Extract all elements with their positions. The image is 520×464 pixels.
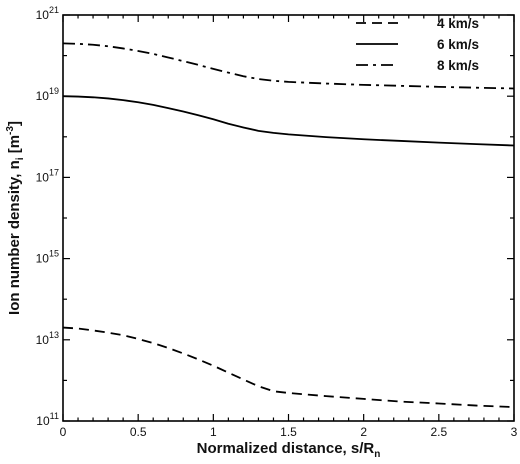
- series-line-3: [62, 42, 515, 90]
- x-tick-label: 2: [360, 425, 367, 439]
- y-axis-title-unit-superscript: -3: [5, 126, 16, 135]
- y-tick-label-base: 10: [36, 252, 50, 266]
- legend-label-2: 6 km/s: [437, 37, 479, 52]
- series-line-1: [62, 326, 515, 408]
- x-axis-ticks: 0 0.5 1 1.5 2 2.5 3: [60, 15, 518, 439]
- y-tick-label: 1017: [36, 167, 59, 184]
- y-tick-label-base: 10: [36, 333, 50, 347]
- y-tick-label-exponent: 17: [49, 167, 59, 177]
- y-tick-label-exponent: 15: [49, 249, 59, 259]
- x-axis-title-subscript: n: [374, 449, 380, 460]
- y-axis-title-subscript: i: [15, 157, 26, 160]
- x-tick-label: 3: [511, 425, 518, 439]
- x-axis-title-text: Normalized distance, s/R: [197, 440, 375, 457]
- y-tick-label-base: 10: [36, 8, 50, 22]
- series-line-2: [62, 95, 515, 147]
- plot-frame: [62, 14, 515, 422]
- y-tick-label-base: 10: [36, 170, 50, 184]
- y-tick-label: 1019: [36, 86, 59, 103]
- x-tick-label: 0.5: [130, 425, 147, 439]
- y-tick-label-exponent: 21: [49, 5, 59, 15]
- x-tick-label: 1: [210, 425, 217, 439]
- y-tick-label-base: 10: [36, 89, 50, 103]
- y-axis-title-unit-prefix: [m: [6, 135, 23, 158]
- x-tick-label: 1.5: [280, 425, 297, 439]
- legend-label-1: 4 km/s: [437, 16, 479, 31]
- y-axis-title-unit-suffix: ]: [6, 121, 23, 126]
- x-tick-label: 2.5: [430, 425, 447, 439]
- y-axis-title-text: Ion number density, n: [6, 160, 23, 315]
- y-tick-label-exponent: 11: [50, 411, 59, 421]
- axes: [62, 14, 515, 422]
- legend: 4 km/s 6 km/s 8 km/s: [356, 16, 479, 73]
- x-tick-label: 0: [60, 425, 67, 439]
- y-tick-label: 1011: [36, 411, 59, 428]
- y-axis-title: Ion number density, ni [m-3]: [5, 121, 26, 315]
- y-tick-label-exponent: 13: [49, 330, 59, 340]
- y-tick-label: 1013: [36, 330, 59, 347]
- x-axis-title: Normalized distance, s/Rn: [197, 440, 381, 460]
- y-tick-label: 1015: [36, 249, 59, 266]
- legend-label-3: 8 km/s: [437, 58, 479, 73]
- series-lines: [62, 42, 515, 408]
- y-tick-label-base: 10: [36, 414, 50, 428]
- y-tick-label: 1021: [36, 5, 59, 22]
- y-tick-label-exponent: 19: [49, 86, 59, 96]
